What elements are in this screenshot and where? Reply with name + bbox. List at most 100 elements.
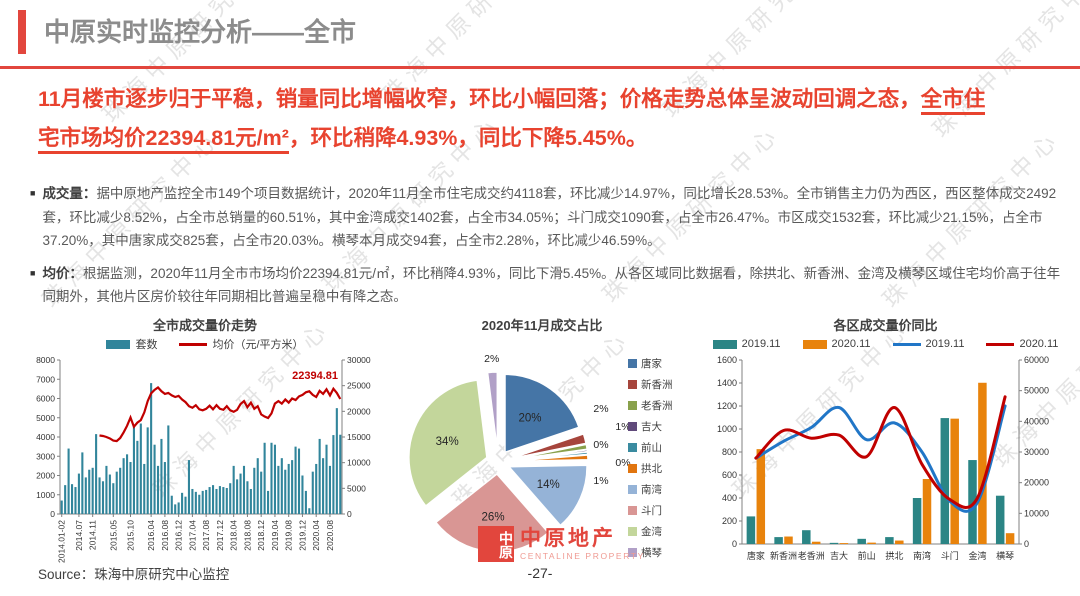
legend-item-avg-price: 均价（元/平方米） — [179, 336, 304, 352]
svg-text:2014.11: 2014.11 — [88, 520, 98, 550]
pie-slice-南湾 — [507, 464, 588, 527]
volume-bar — [242, 465, 246, 515]
volume-bar — [249, 488, 252, 514]
svg-text:2017.04: 2017.04 — [187, 520, 197, 551]
volume-bar — [81, 452, 84, 514]
title-divider-rule — [0, 66, 1080, 69]
svg-text:20000: 20000 — [347, 406, 371, 416]
volume-bar — [115, 471, 118, 514]
chart-deal-share-title: 2020年11月成交占比 — [481, 318, 603, 333]
bullet-square-icon: ■ — [30, 267, 36, 278]
volume-bar — [122, 458, 125, 514]
legend-label: 2020.11 — [1019, 338, 1059, 350]
volume-bar — [181, 492, 184, 514]
svg-text:0: 0 — [50, 509, 55, 519]
district-label: 新香洲 — [770, 550, 797, 561]
chart-district-yoy: 各区成交量价同比 2019.11 2020.11 2019.11 2020.11… — [698, 316, 1073, 575]
svg-text:2015.05: 2015.05 — [108, 520, 118, 551]
bullet-avg-price-label: 均价： — [42, 265, 83, 281]
centaline-logo: 中原 中原地产 CENTALINE PROPERTY — [478, 526, 645, 562]
svg-text:5000: 5000 — [36, 413, 55, 423]
pie-legend-label: 唐家 — [641, 357, 662, 370]
district-bar-2019.11 — [802, 530, 811, 544]
svg-text:2020.08: 2020.08 — [325, 520, 335, 551]
volume-bar — [267, 490, 270, 514]
pie-legend-label: 新香洲 — [641, 378, 673, 391]
volume-bar — [201, 490, 204, 514]
headline: 11月楼市逐步归于平稳，销量同比增幅收窄，环比小幅回落；价格走势总体呈波动回调之… — [38, 80, 1052, 158]
svg-text:2017.12: 2017.12 — [215, 520, 225, 551]
legend-bar-swatch — [802, 339, 827, 349]
volume-bar — [74, 487, 77, 514]
volume-bar — [156, 465, 160, 515]
svg-text:6000: 6000 — [36, 394, 55, 404]
pie-legend-swatch — [628, 359, 637, 368]
svg-text:2019.04: 2019.04 — [270, 520, 280, 551]
volume-bar — [225, 488, 228, 514]
bullet-list: ■ 成交量：据中原地产监控全市149个项目数据统计，2020年11月全市住宅成交… — [30, 182, 1062, 309]
volume-bar — [95, 434, 98, 514]
volume-bar — [167, 425, 170, 514]
svg-text:1000: 1000 — [717, 424, 737, 434]
pie-legend-swatch — [628, 443, 637, 452]
svg-text:2017.08: 2017.08 — [201, 520, 211, 551]
district-bar-2020.11 — [950, 418, 959, 544]
svg-text:2015.10: 2015.10 — [126, 520, 136, 551]
volume-bar — [67, 448, 70, 514]
volume-bar — [101, 481, 105, 514]
legend-label: 2020.11 — [831, 338, 871, 350]
headline-underlined-a: 全市住 — [920, 87, 986, 115]
volume-bar — [318, 438, 321, 514]
svg-text:8000: 8000 — [36, 355, 55, 365]
district-bar-2020.11 — [895, 540, 904, 544]
district-line-2019.11 — [754, 404, 1007, 513]
district-label: 前山 — [858, 550, 876, 561]
pie-legend-swatch — [628, 548, 637, 557]
svg-text:20000: 20000 — [1024, 478, 1049, 488]
chart-district-yoy-title: 各区成交量价同比 — [833, 318, 938, 333]
svg-text:2014.01-02: 2014.01-02 — [57, 520, 67, 563]
district-label: 拱北 — [885, 550, 903, 561]
pie-label: 1% — [593, 475, 608, 487]
district-bar-2019.11 — [885, 537, 894, 544]
pie-legend-label: 吉大 — [641, 420, 662, 433]
volume-bar — [315, 463, 318, 514]
legend-line-swatch — [892, 342, 921, 346]
district-bar-2020.11 — [922, 479, 932, 544]
avg-price-annotation: 22394.81 — [292, 370, 338, 382]
volume-bar — [105, 465, 108, 515]
svg-text:1000: 1000 — [36, 490, 55, 500]
legend-line-swatch — [986, 342, 1015, 346]
svg-text:2016.04: 2016.04 — [146, 520, 156, 551]
volume-bar — [146, 427, 149, 515]
volume-bar — [246, 481, 249, 514]
district-label: 斗门 — [941, 550, 959, 561]
headline-part1: 11月楼市逐步归于平稳，销量同比增幅收窄，环比小幅回落；价格走势总体呈波动回调之… — [38, 87, 921, 111]
legend-label: 均价（元/平方米） — [212, 339, 304, 351]
volume-bar — [132, 425, 135, 514]
volume-bar — [163, 462, 166, 514]
pie-label: 26% — [482, 512, 505, 524]
volume-bar — [187, 460, 191, 514]
svg-text:1400: 1400 — [717, 378, 737, 388]
district-bar-2019.11 — [912, 498, 922, 544]
pie-slice-新香洲 — [509, 432, 587, 460]
svg-text:2020.04: 2020.04 — [311, 520, 321, 551]
volume-bar — [256, 458, 259, 514]
pie-legend-swatch — [628, 422, 637, 431]
legend-line-swatch — [179, 342, 208, 346]
district-bar-2019.11 — [774, 537, 783, 544]
volume-bar — [84, 477, 87, 514]
legend-item-2020-line: 2020.11 — [986, 338, 1058, 350]
volume-bar — [70, 484, 74, 514]
pie-slice-拱北 — [509, 454, 589, 463]
pie-legend-swatch — [628, 506, 637, 515]
volume-bar — [284, 469, 287, 514]
pie-legend-label: 南湾 — [641, 483, 662, 496]
svg-text:800: 800 — [722, 447, 737, 457]
volume-bar — [232, 465, 235, 515]
volume-bar — [236, 479, 239, 514]
volume-bar — [260, 471, 263, 514]
volume-bar — [335, 408, 338, 515]
